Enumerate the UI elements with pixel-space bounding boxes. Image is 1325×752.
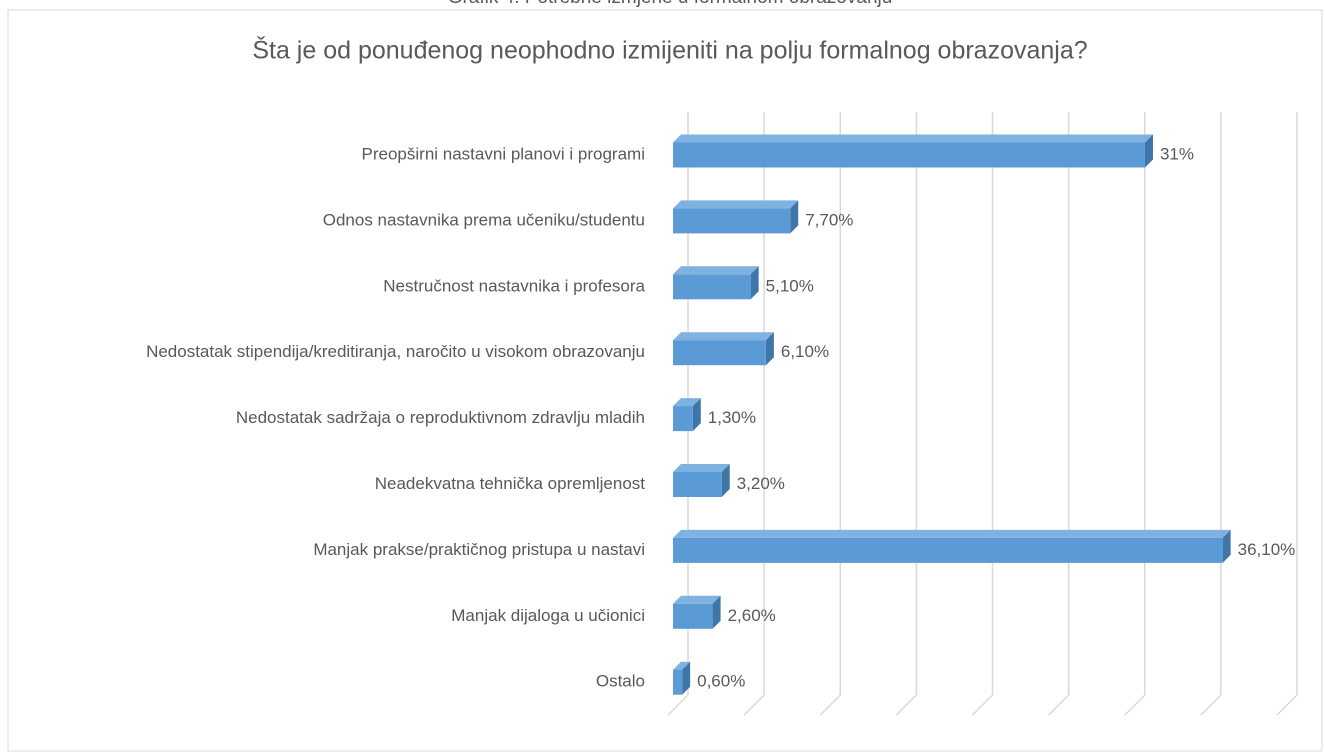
bar-face bbox=[673, 398, 701, 407]
grid-line bbox=[1124, 112, 1146, 716]
bar-face bbox=[682, 661, 691, 695]
data-label: 7,70% bbox=[805, 210, 853, 229]
data-label: 6,10% bbox=[781, 342, 829, 361]
bar-face bbox=[673, 134, 1153, 143]
bar-face bbox=[1144, 134, 1153, 168]
bar-face bbox=[1222, 529, 1231, 563]
bar-face bbox=[765, 332, 774, 366]
bar-face bbox=[673, 340, 766, 366]
y-tick-label: Nedostatak stipendija/kreditiranja, naro… bbox=[146, 342, 645, 361]
data-label: 31% bbox=[1160, 144, 1194, 163]
bar-face bbox=[673, 669, 683, 695]
bar bbox=[673, 464, 730, 497]
bar bbox=[673, 595, 721, 629]
data-label: 3,20% bbox=[737, 474, 785, 493]
bar bbox=[673, 266, 759, 300]
y-tick-label: Manjak dijaloga u učionici bbox=[451, 606, 645, 625]
bar bbox=[673, 529, 1231, 563]
grid-line bbox=[743, 112, 765, 716]
bar-face bbox=[790, 200, 799, 234]
bar-face bbox=[673, 661, 691, 670]
y-tick-label: Neadekvatna tehnička opremljenost bbox=[375, 474, 646, 493]
bar bbox=[673, 200, 799, 234]
bar-face bbox=[673, 464, 730, 472]
grid-line bbox=[819, 112, 841, 716]
bar-face bbox=[673, 472, 722, 497]
bar-face bbox=[673, 200, 799, 209]
bar-face bbox=[673, 266, 759, 275]
bar-face bbox=[673, 603, 713, 629]
y-tick-label: Manjak prakse/praktičnog pristupa u nast… bbox=[313, 540, 645, 559]
bar-face bbox=[750, 266, 759, 300]
y-tick-label: Nestručnost nastavnika i profesora bbox=[383, 276, 645, 295]
bar-face bbox=[673, 529, 1231, 538]
chart-caption: Grafik 4: Potrebne izmjene u formalnom o… bbox=[448, 0, 893, 8]
bar-face bbox=[721, 464, 730, 497]
bar-face bbox=[692, 398, 701, 432]
bar-face bbox=[673, 274, 751, 300]
grid-line bbox=[895, 112, 918, 716]
y-tick-label: Preopširni nastavni planovi i programi bbox=[362, 144, 645, 163]
grid-line bbox=[667, 112, 689, 716]
bar bbox=[673, 661, 691, 695]
data-label: 2,60% bbox=[728, 606, 776, 625]
data-label: 0,60% bbox=[697, 672, 745, 691]
y-tick-label: Odnos nastavnika prema učeniku/studentu bbox=[323, 210, 645, 229]
bar-face bbox=[673, 595, 721, 604]
data-label: 1,30% bbox=[708, 408, 756, 427]
bar bbox=[673, 134, 1153, 168]
y-tick-label: Ostalo bbox=[596, 672, 645, 691]
bar-face bbox=[673, 406, 693, 432]
bar-face bbox=[673, 208, 791, 234]
grid-line bbox=[1048, 112, 1070, 716]
bar-face bbox=[673, 537, 1223, 563]
chart-frame bbox=[7, 9, 1323, 752]
chart-title: Šta je od ponuđenog neophodno izmijeniti… bbox=[252, 36, 1087, 65]
bar-face bbox=[673, 142, 1145, 168]
bar bbox=[673, 398, 701, 432]
bar bbox=[673, 332, 774, 366]
data-label: 5,10% bbox=[766, 276, 814, 295]
grid-line bbox=[1276, 112, 1298, 716]
y-tick-label: Nedostatak sadržaja o reproduktivnom zdr… bbox=[236, 408, 645, 427]
data-label: 36,10% bbox=[1238, 540, 1296, 559]
bar-face bbox=[673, 332, 774, 341]
grid-line bbox=[971, 112, 994, 716]
bar-face bbox=[712, 595, 721, 629]
grid-line bbox=[1200, 112, 1222, 716]
